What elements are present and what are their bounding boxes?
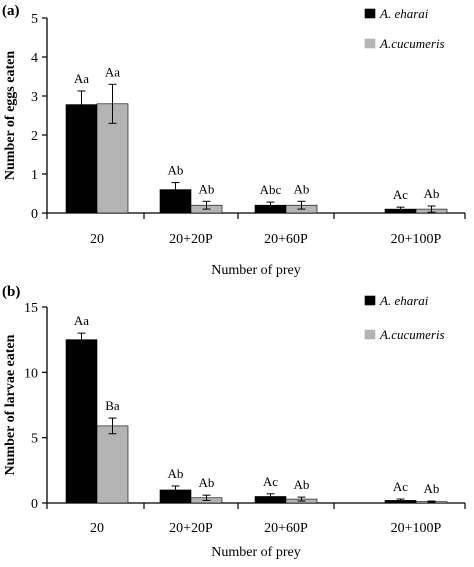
x-tick-label: 20+100P [391,521,442,536]
x-tick-label: 20 [90,232,104,247]
significance-label: Ab [424,186,440,201]
significance-label: Ba [105,398,120,413]
significance-label: Ab [294,477,310,492]
significance-label: Aa [74,313,89,328]
x-tick-label: 20+60P [264,232,308,247]
x-tick-label: 20+60P [264,521,308,536]
significance-label: Ab [199,475,215,490]
significance-label: Ab [424,481,440,496]
significance-label: Ab [168,163,184,178]
y-tick-label: 4 [31,51,38,66]
legend-label: A. eharai [379,6,429,21]
significance-label: Ab [294,181,310,196]
x-tick-label: 20 [90,521,104,536]
x-axis-label: Number of prey [211,263,300,278]
y-tick-label: 0 [31,207,38,222]
x-tick-label: 20+20P [169,521,213,536]
panel-label: (a) [2,3,20,19]
legend-swatch [364,8,376,19]
legend-swatch [364,329,376,340]
y-axis-label: Number of eggs eaten [3,51,18,180]
y-tick-label: 2 [31,129,38,144]
significance-label: Ab [199,181,215,196]
bar [65,104,98,214]
significance-label: Ac [393,479,408,494]
legend-swatch [364,295,376,306]
y-tick-label: 1 [31,168,38,183]
y-axis-label: Number of larvae eaten [3,334,18,475]
y-tick-label: 5 [31,12,38,27]
significance-label: Aa [105,64,120,79]
legend-label: A. eharai [379,293,429,308]
legend-label: A.cucumeris [379,327,445,342]
y-tick-label: 3 [31,90,38,105]
y-tick-label: 5 [31,432,38,447]
x-tick-label: 20+100P [391,232,442,247]
significance-label: Ac [393,187,408,202]
significance-label: Aa [74,71,89,86]
y-tick-label: 0 [31,497,38,512]
bar [96,425,129,504]
legend-swatch [364,38,376,49]
significance-label: Abc [260,182,282,197]
x-tick-label: 20+20P [169,232,213,247]
y-tick-label: 15 [24,301,38,316]
y-tick-label: 10 [24,366,38,381]
panel-label: (b) [2,284,20,300]
x-axis-label: Number of prey [211,545,300,560]
bar [65,339,98,504]
legend-label: A.cucumeris [379,36,445,51]
significance-label: Ac [263,474,278,489]
significance-label: Ab [168,466,184,481]
